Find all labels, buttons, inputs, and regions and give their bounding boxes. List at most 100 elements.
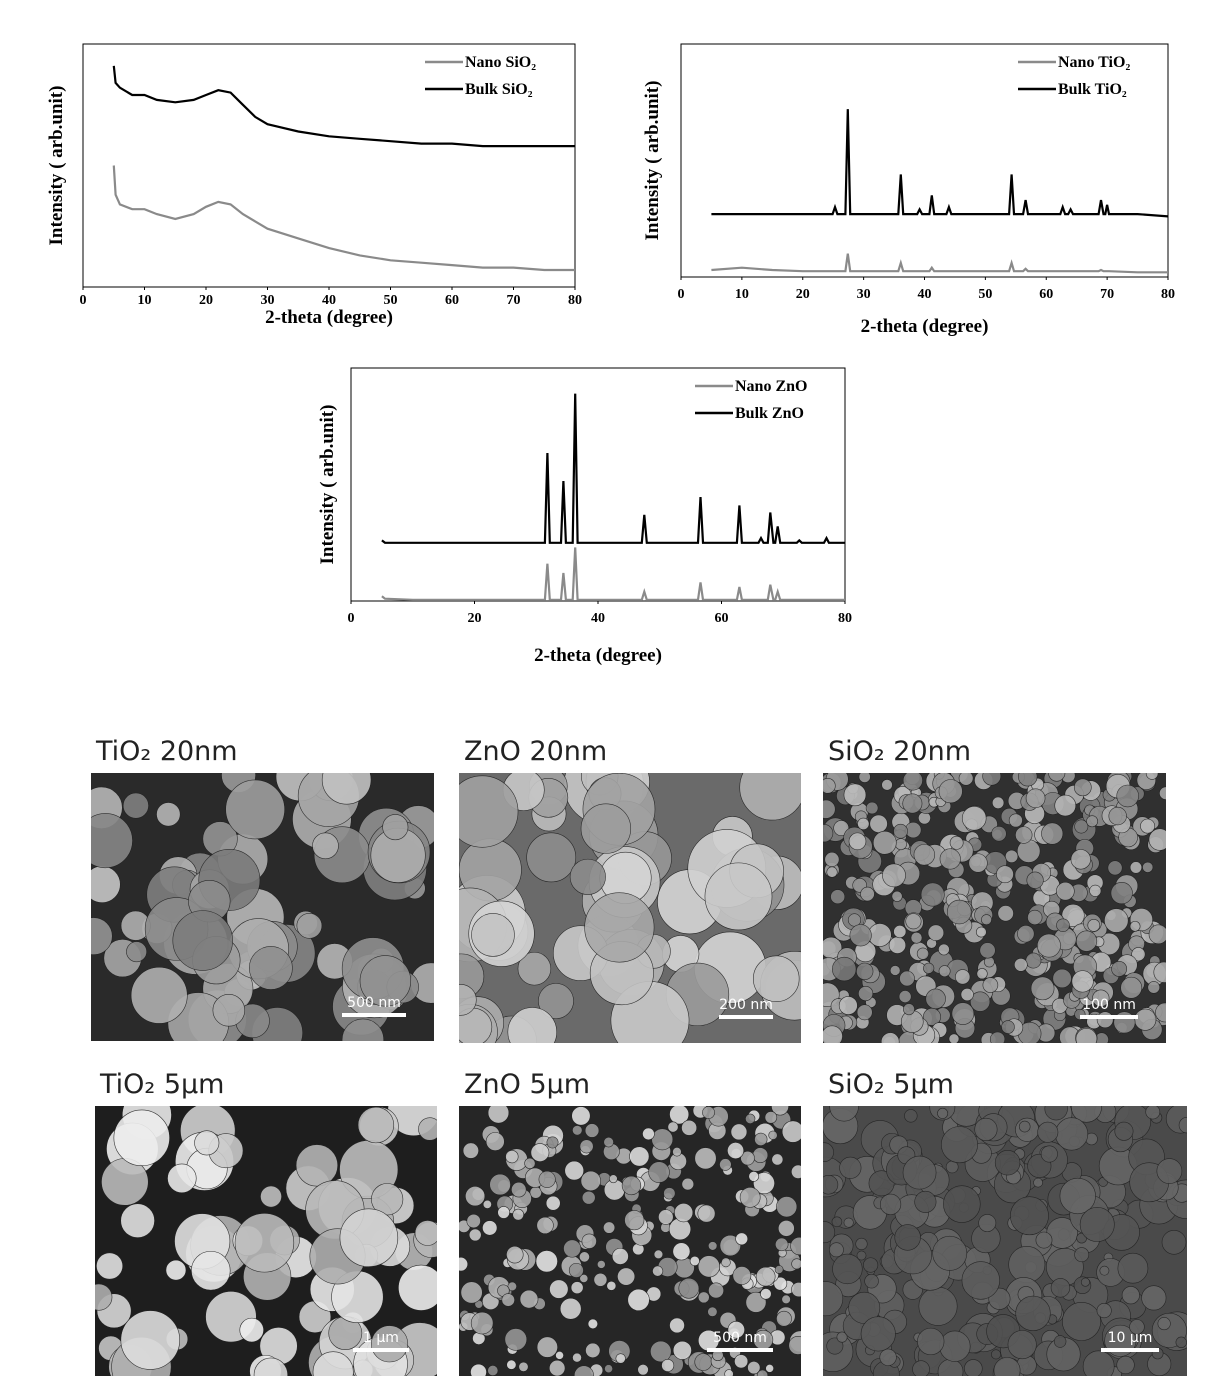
sem-particle	[517, 951, 552, 986]
sem-particle	[727, 1142, 745, 1160]
sem-image	[823, 1106, 1187, 1376]
sem-particle	[95, 1283, 113, 1311]
sem-particle	[572, 1125, 583, 1136]
sem-particle	[721, 1257, 731, 1268]
sem-particle	[1037, 1121, 1059, 1143]
sem-particle	[989, 1031, 1006, 1043]
sem-particle	[823, 1025, 843, 1043]
sem-particle	[587, 1318, 599, 1330]
sem-particle	[593, 1272, 608, 1287]
sem-particle	[497, 1206, 510, 1219]
sem-particle	[1041, 822, 1064, 845]
sem-particle	[113, 1109, 170, 1167]
sem-particle	[122, 792, 149, 819]
sem-particle	[1001, 1020, 1015, 1034]
sem-particle	[470, 1311, 494, 1335]
sem-particle	[765, 1364, 774, 1373]
sem-particle	[1017, 925, 1035, 943]
sem-image	[823, 773, 1166, 1043]
sem-particle	[1048, 773, 1066, 782]
sem-particle	[979, 942, 996, 959]
sem-particle	[1117, 1252, 1149, 1284]
sem-particle	[466, 1213, 481, 1229]
sem-particle	[260, 1185, 282, 1208]
sem-particle	[248, 946, 293, 990]
sem-particle	[1005, 849, 1019, 863]
sem-particle	[674, 1203, 694, 1223]
sem-particle	[1178, 1117, 1187, 1134]
sem-particle	[839, 1156, 862, 1179]
sem-particle	[1110, 881, 1133, 905]
sem-particle	[501, 1293, 515, 1307]
sem-particle	[1113, 1011, 1136, 1034]
sem-particle	[735, 1232, 749, 1246]
sem-particle	[764, 1111, 778, 1124]
sem-particle	[1108, 806, 1127, 826]
sem-particle	[1071, 970, 1094, 993]
sem-particle	[1050, 1278, 1071, 1298]
sem-particle	[748, 1171, 760, 1182]
sem-particle	[414, 1220, 437, 1246]
sem-particle	[1145, 773, 1159, 780]
sem-particle	[982, 977, 999, 993]
sem-particle	[1056, 918, 1070, 933]
sem-particle	[312, 832, 339, 860]
sem-particle	[724, 1369, 734, 1376]
sem-particle	[548, 1359, 566, 1376]
scale-bar	[353, 1348, 409, 1352]
sem-particle	[849, 924, 872, 947]
sem-particle	[855, 1237, 868, 1251]
sem-particle	[948, 1033, 960, 1043]
sem-particle	[913, 844, 936, 866]
sem-particle	[1018, 773, 1038, 787]
sem-particle	[1059, 1177, 1096, 1215]
sem-particle	[1013, 957, 1028, 972]
sem-particle	[585, 1342, 601, 1359]
sem-particle	[615, 1353, 626, 1364]
sem-particle	[629, 1146, 650, 1167]
sem-particle	[165, 1259, 187, 1281]
sem-particle	[858, 985, 874, 1002]
legend-label: Nano TiO₂	[1058, 54, 1130, 71]
sem-particle	[506, 1245, 524, 1264]
sem-particle	[564, 1160, 585, 1181]
sem-particle	[1129, 861, 1143, 874]
sem-particle	[1096, 1303, 1112, 1319]
sem-particle	[1052, 968, 1072, 989]
sem-image	[91, 773, 434, 1041]
sem-particle	[1015, 826, 1033, 844]
sem-particle	[771, 1106, 789, 1116]
sem-particle	[578, 1251, 590, 1263]
sem-particle	[869, 814, 888, 833]
sem-particle	[832, 1253, 863, 1285]
x-tick-label: 60	[715, 611, 729, 626]
sem-particle	[253, 1357, 289, 1376]
sem-particle	[937, 1107, 949, 1119]
sem-particle	[1073, 778, 1092, 797]
sem-particle	[1099, 1265, 1110, 1276]
sem-particle	[580, 803, 632, 854]
sem-particle	[776, 1310, 792, 1327]
sem-particle	[296, 912, 323, 939]
sem-particle	[912, 1360, 930, 1376]
sem-particle	[611, 1247, 629, 1265]
sem-particle	[471, 913, 515, 957]
sem-particle	[848, 832, 867, 851]
sem-particle	[1056, 881, 1075, 901]
sem-particle	[860, 886, 875, 902]
sem-particle	[880, 1032, 900, 1043]
sem-particle	[881, 779, 893, 791]
sem-particle	[777, 1219, 795, 1237]
sem-particle	[1015, 1295, 1051, 1331]
sem-particle	[1147, 981, 1161, 994]
x-tick-label: 80	[838, 611, 852, 626]
sem-particle	[468, 1228, 482, 1242]
sem-particle	[512, 1208, 525, 1221]
sem-particle	[960, 987, 974, 1002]
x-tick-label: 40	[591, 611, 605, 626]
sem-particle	[603, 1221, 616, 1234]
scale-bar	[1101, 1348, 1159, 1352]
sem-particle	[1092, 989, 1110, 1007]
sem-particle	[549, 1279, 569, 1299]
sem-particle	[790, 1236, 801, 1256]
